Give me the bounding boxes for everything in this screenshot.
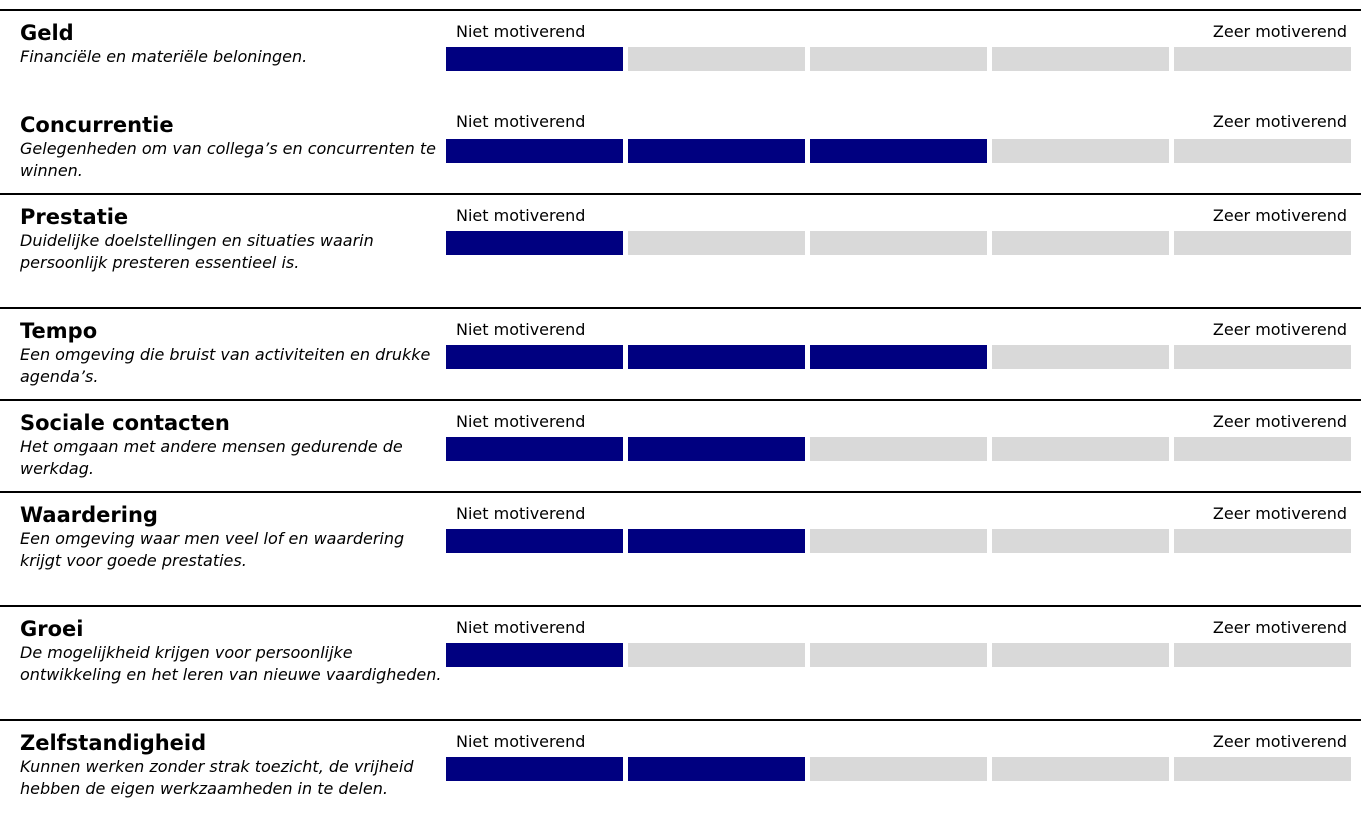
scale-high-label: Zeer motiverend (1212, 22, 1347, 41)
score-segment-2 (628, 139, 805, 163)
score-segment-1 (446, 47, 623, 71)
motivator-title: Groei (20, 617, 84, 641)
motivator-title: Concurrentie (20, 113, 174, 137)
score-segment-5 (1174, 529, 1351, 553)
motivator-description: Financiële en materiële beloningen. (20, 47, 308, 66)
score-segment-3 (810, 139, 987, 163)
scale-low-label: Niet motiverend (456, 320, 586, 339)
score-segment-4 (992, 529, 1169, 553)
score-segment-5 (1174, 757, 1351, 781)
scale-high-label: Zeer motiverend (1212, 206, 1347, 225)
motivator-description: De mogelijkheid krijgen voor persoonlijk… (20, 643, 442, 684)
score-segment-3 (810, 757, 987, 781)
motivator-title: Sociale contacten (20, 411, 230, 435)
motivator-title: Zelfstandigheid (20, 731, 207, 755)
score-segment-1 (446, 529, 623, 553)
score-segment-4 (992, 643, 1169, 667)
motivator-row-concurrentie: Concurrentie Gelegenheden om van collega… (0, 101, 1361, 193)
score-segment-1 (446, 757, 623, 781)
scale-low-label: Niet motiverend (456, 618, 586, 637)
score-segment-2 (628, 757, 805, 781)
score-segment-1 (446, 437, 623, 461)
motivator-description: Een omgeving die bruist van activiteiten… (20, 345, 431, 386)
motivator-row-tempo: Tempo Een omgeving die bruist van activi… (0, 307, 1361, 399)
motivator-row-geld: Geld Financiële en materiële beloningen.… (0, 9, 1361, 109)
score-segment-2 (628, 345, 805, 369)
score-segment-2 (628, 47, 805, 71)
motivator-row-zelfstandigheid: Zelfstandigheid Kunnen werken zonder str… (0, 719, 1361, 834)
scale-high-label: Zeer motiverend (1212, 320, 1347, 339)
motivator-description: Duidelijke doelstellingen en situaties w… (20, 231, 374, 272)
scale-low-label: Niet motiverend (456, 732, 586, 751)
motivator-description: Kunnen werken zonder strak toezicht, de … (20, 757, 414, 798)
score-segment-2 (628, 643, 805, 667)
scale-low-label: Niet motiverend (456, 22, 586, 41)
score-segment-4 (992, 757, 1169, 781)
scale-high-label: Zeer motiverend (1212, 504, 1347, 523)
motivator-description: Gelegenheden om van collega’s en concurr… (20, 139, 436, 180)
score-segment-5 (1174, 643, 1351, 667)
scale-low-label: Niet motiverend (456, 112, 586, 131)
score-segment-3 (810, 231, 987, 255)
score-segment-5 (1174, 437, 1351, 461)
motivator-title: Tempo (20, 319, 98, 343)
score-segment-5 (1174, 139, 1351, 163)
score-segment-5 (1174, 345, 1351, 369)
motivator-row-groei: Groei De mogelijkheid krijgen voor perso… (0, 605, 1361, 719)
motivator-row-sociale-contacten: Sociale contacten Het omgaan met andere … (0, 399, 1361, 491)
motivator-title: Waardering (20, 503, 158, 527)
scale-low-label: Niet motiverend (456, 504, 586, 523)
score-segment-4 (992, 345, 1169, 369)
motivator-title: Geld (20, 21, 74, 45)
scale-low-label: Niet motiverend (456, 206, 586, 225)
score-segment-1 (446, 139, 623, 163)
motivator-title: Prestatie (20, 205, 129, 229)
motivator-description: Het omgaan met andere mensen gedurende d… (20, 437, 403, 478)
motivator-row-waardering: Waardering Een omgeving waar men veel lo… (0, 491, 1361, 605)
scale-high-label: Zeer motiverend (1212, 112, 1347, 131)
score-segment-3 (810, 345, 987, 369)
score-segment-1 (446, 643, 623, 667)
score-segment-2 (628, 529, 805, 553)
score-segment-4 (992, 231, 1169, 255)
scale-high-label: Zeer motiverend (1212, 732, 1347, 751)
scale-low-label: Niet motiverend (456, 412, 586, 431)
score-segment-2 (628, 231, 805, 255)
score-segment-3 (810, 529, 987, 553)
score-segment-1 (446, 345, 623, 369)
score-segment-1 (446, 231, 623, 255)
score-segment-3 (810, 47, 987, 71)
score-segment-4 (992, 437, 1169, 461)
score-segment-4 (992, 139, 1169, 163)
scale-high-label: Zeer motiverend (1212, 618, 1347, 637)
motivator-description: Een omgeving waar men veel lof en waarde… (20, 529, 405, 570)
scale-high-label: Zeer motiverend (1212, 412, 1347, 431)
score-segment-5 (1174, 231, 1351, 255)
motivator-row-prestatie: Prestatie Duidelijke doelstellingen en s… (0, 193, 1361, 307)
score-segment-5 (1174, 47, 1351, 71)
score-segment-3 (810, 437, 987, 461)
score-segment-4 (992, 47, 1169, 71)
score-segment-3 (810, 643, 987, 667)
score-segment-2 (628, 437, 805, 461)
